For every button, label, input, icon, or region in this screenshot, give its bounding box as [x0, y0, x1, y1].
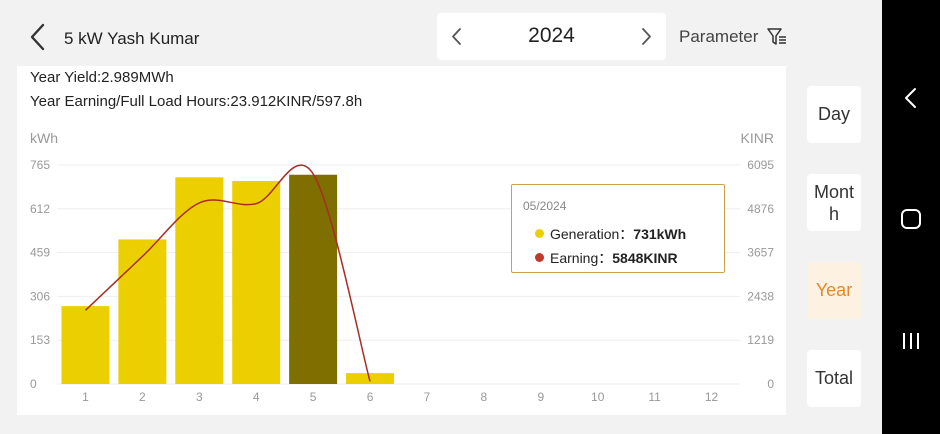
x-tick-label: 10: [591, 390, 605, 404]
year-label: 2024: [528, 24, 575, 47]
generation-bar: [118, 239, 167, 384]
earning-dot-icon: [535, 253, 544, 262]
tab-day[interactable]: Day: [807, 86, 861, 143]
y-right-tick-label: 0: [767, 377, 774, 391]
previous-year-button[interactable]: [445, 23, 469, 50]
y-right-tick-label: 2438: [747, 289, 774, 303]
tooltip-earning-value: 5848KINR: [612, 250, 678, 266]
chart-panel: Year Yield:2.989MWh Year Earning/Full Lo…: [17, 66, 786, 415]
page-title: 5 kW Yash Kumar: [64, 29, 200, 48]
y-left-tick-label: 0: [30, 377, 37, 391]
system-navigation-bar: [882, 0, 940, 434]
year-yield-text: Year Yield:2.989MWh: [30, 69, 174, 86]
tab-year[interactable]: Year: [807, 262, 861, 319]
x-tick-label: 6: [367, 390, 374, 404]
back-button[interactable]: [26, 22, 50, 52]
left-axis-unit: kWh: [30, 130, 58, 146]
y-right-tick-label: 3657: [747, 246, 774, 260]
year-earning-text: Year Earning/Full Load Hours:23.912KINR/…: [30, 93, 363, 110]
nav-recent-button[interactable]: [896, 326, 926, 356]
generation-bar: [61, 306, 110, 384]
y-right-tick-label: 1219: [747, 333, 774, 347]
tooltip-month: 05/2024: [523, 199, 567, 213]
chevron-right-icon: [642, 28, 651, 45]
nav-recent-icon: [903, 333, 919, 349]
generation-dot-icon: [535, 229, 544, 238]
x-tick-label: 2: [139, 390, 146, 404]
x-tick-label: 12: [705, 390, 719, 404]
tooltip-generation-row: Generation：731kWh: [535, 224, 686, 244]
y-right-tick-label: 4876: [747, 202, 774, 216]
y-right-tick-label: 6095: [747, 158, 774, 172]
tab-total[interactable]: Total: [807, 350, 861, 407]
tab-year-label: Year: [815, 280, 853, 300]
generation-bar: [175, 177, 224, 384]
chart-tooltip: 05/2024 Generation：731kWh Earning：5848KI…: [511, 184, 725, 273]
generation-bar: [289, 174, 338, 384]
tab-day-label: Day: [817, 104, 850, 124]
tooltip-generation-value: 731kWh: [633, 226, 687, 242]
nav-home-icon: [901, 209, 921, 229]
generation-bar: [232, 181, 281, 384]
chevron-left-icon: [452, 28, 461, 45]
year-selector: 2024: [437, 13, 666, 60]
x-tick-label: 1: [82, 390, 89, 404]
x-tick-label: 11: [648, 390, 661, 404]
nav-back-icon: [905, 88, 916, 108]
x-tick-label: 3: [196, 390, 203, 404]
y-left-tick-label: 153: [30, 333, 50, 347]
parameter-button[interactable]: Parameter: [679, 13, 786, 60]
parameter-label: Parameter: [679, 27, 759, 46]
x-tick-label: 8: [481, 390, 488, 404]
y-left-tick-label: 612: [30, 202, 50, 216]
tooltip-generation-label: Generation：: [550, 226, 634, 242]
nav-home-button[interactable]: [896, 204, 926, 234]
x-tick-label: 5: [310, 390, 317, 404]
next-year-button[interactable]: [634, 23, 658, 50]
x-tick-label: 9: [537, 390, 544, 404]
filter-icon: [767, 28, 786, 45]
y-left-tick-label: 306: [30, 289, 50, 303]
tooltip-earning-label: Earning：: [550, 250, 613, 266]
chevron-left-icon: [30, 23, 45, 51]
earning-line: [84, 164, 371, 382]
header-bar: 5 kW Yash Kumar 2024 Parameter: [0, 0, 882, 66]
x-tick-label: 4: [253, 390, 260, 404]
tooltip-earning-row: Earning：5848KINR: [535, 248, 678, 268]
nav-back-button[interactable]: [896, 83, 926, 113]
x-tick-label: 7: [424, 390, 431, 404]
right-axis-unit: KINR: [740, 130, 774, 146]
tab-month-label: Month: [813, 182, 855, 224]
y-left-tick-label: 765: [30, 158, 50, 172]
tab-total-label: Total: [814, 368, 854, 388]
y-left-tick-label: 459: [30, 246, 50, 260]
tab-month[interactable]: Month: [807, 174, 861, 231]
